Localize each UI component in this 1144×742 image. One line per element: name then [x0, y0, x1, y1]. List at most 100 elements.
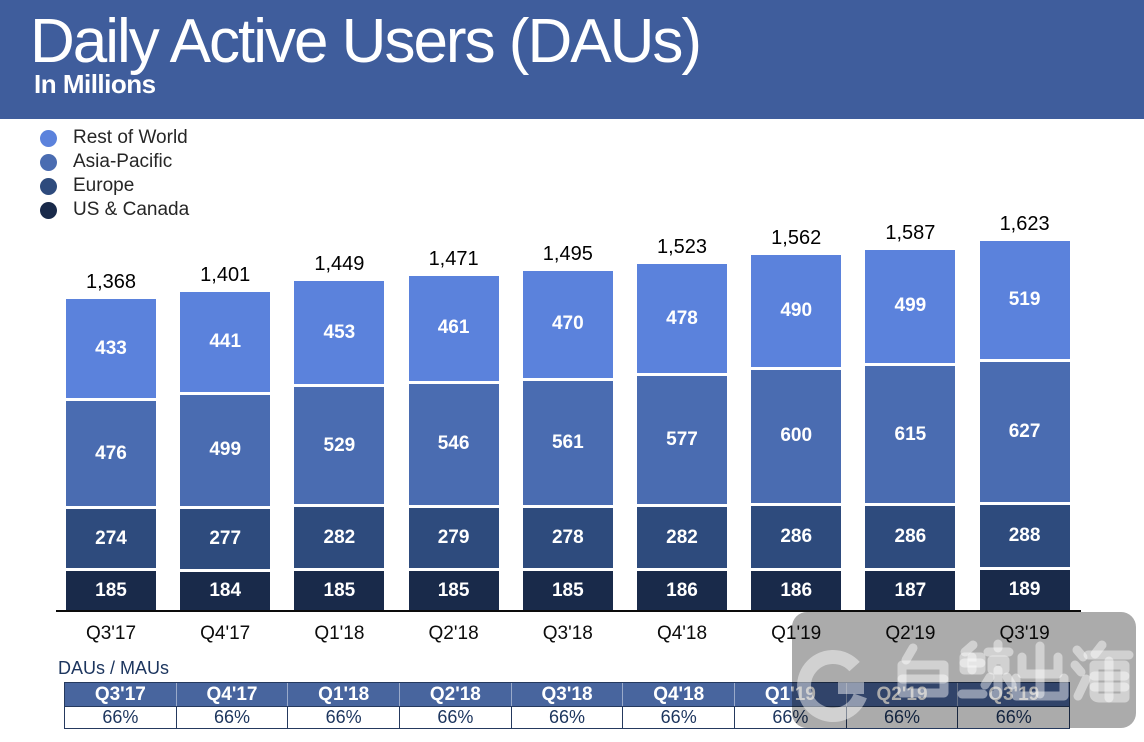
bar-segment-value: 490	[780, 300, 813, 322]
bar-q3-17: 433 476 274 185	[66, 299, 156, 611]
bar-q4-18: 478 577 282 186	[637, 264, 727, 611]
bar-segment: 615	[865, 363, 956, 503]
bar-total-label: 1,471	[428, 248, 479, 271]
bar-segment-value: 286	[894, 525, 927, 547]
x-axis-label: Q3'17	[85, 623, 137, 644]
bar-segment: 600	[751, 366, 842, 504]
bar-segment-value: 185	[551, 579, 584, 601]
bar-segment-value: 461	[437, 317, 470, 339]
bar-segment-value: 184	[209, 580, 242, 602]
bar-segment: 288	[979, 502, 1070, 568]
bar-total-label: 1,623	[999, 213, 1050, 236]
bar-segment: 185	[522, 568, 613, 611]
legend-item-europe: Europe	[40, 174, 189, 198]
ratio-table-value-cell: 66%	[65, 707, 176, 728]
watermark-logo-icon	[797, 639, 1134, 722]
bar-total-label: 1,449	[314, 253, 365, 276]
bar-segment-value: 470	[551, 313, 584, 335]
bar-segment: 282	[637, 504, 727, 569]
bar-segment-value: 615	[894, 423, 927, 445]
bar-segment: 546	[408, 380, 499, 505]
bar-segment-value: 187	[894, 579, 927, 601]
bar-segment-value: 577	[666, 428, 698, 450]
bar-segment: 453	[294, 281, 385, 385]
watermark-background	[792, 612, 1136, 728]
x-axis-line	[56, 609, 1081, 612]
bar-total-label: 1,587	[885, 221, 936, 244]
ratio-table-quarter-cell: Q4'17	[175, 683, 288, 706]
bar-segment-value: 519	[1008, 289, 1041, 311]
bar-segment: 470	[522, 270, 613, 378]
bar-segment-value: 278	[551, 527, 584, 549]
legend-item-label: US & Canada	[73, 199, 190, 220]
page-title: Daily Active Users (DAUs)	[30, 7, 702, 76]
bar-segment: 187	[865, 567, 956, 611]
ratio-table-quarter-cell: Q3'18	[510, 683, 623, 706]
bar-total-label: 1,523	[656, 236, 708, 259]
bar-segment: 476	[66, 397, 156, 507]
bar-segment: 185	[294, 568, 385, 611]
x-axis-label: Q1'18	[314, 623, 365, 644]
bar-segment: 282	[294, 504, 385, 569]
bar-segment: 186	[637, 568, 727, 611]
bar-segment: 461	[408, 276, 499, 381]
x-axis-label: Q4'18	[656, 623, 708, 644]
legend-dot-icon	[40, 153, 57, 171]
legend-item-label: Europe	[73, 175, 135, 196]
bar-segment: 433	[66, 299, 156, 398]
x-axis-label: Q2'18	[428, 623, 479, 644]
bar-segment-value: 561	[551, 431, 584, 453]
bar-segment-value: 189	[1008, 579, 1041, 601]
ratio-table-value-cell: 66%	[287, 707, 400, 728]
x-axis-label: Q3'18	[542, 623, 593, 644]
legend-item-label: Asia-Pacific	[73, 151, 173, 172]
bar-segment: 185	[408, 568, 499, 611]
legend-dot-icon	[40, 177, 57, 195]
bar-segment-value: 453	[323, 321, 356, 343]
bar-segment: 277	[180, 505, 271, 569]
legend-item-asia-pacific: Asia-Pacific	[40, 150, 189, 174]
bar-segment-value: 186	[780, 579, 813, 601]
bar-segment: 441	[180, 291, 271, 393]
bar-q3-19: 519 627 288 189	[979, 241, 1070, 611]
bar-segment-value: 185	[323, 579, 356, 601]
ratio-table-quarter-cell: Q3'17	[94, 683, 146, 705]
bar-segment-value: 286	[780, 526, 813, 548]
bar-segment: 278	[522, 505, 613, 569]
bar-segment-value: 433	[95, 337, 127, 359]
legend-item-rest-of-world: Rest of World	[40, 126, 189, 150]
bar-total-label: 1,368	[85, 271, 137, 294]
bar-segment: 286	[865, 502, 956, 568]
bar-segment-value: 274	[95, 527, 127, 549]
bar-segment: 274	[66, 506, 156, 569]
ratio-table-value-cell: 66%	[510, 707, 623, 728]
bar-segment: 499	[865, 249, 956, 364]
ratio-table-quarter-cell: Q2'18	[399, 683, 511, 706]
bar-segment-value: 476	[95, 442, 127, 464]
bar-total-label: 1,495	[542, 242, 593, 265]
bar-segment-value: 499	[209, 439, 242, 461]
legend-dot-icon	[40, 129, 57, 147]
chart-legend: Rest of World Asia-Pacific Europe US & Cana…	[40, 126, 189, 222]
bar-segment-value: 279	[437, 527, 470, 549]
page-subtitle: In Millions	[34, 69, 156, 99]
bar-segment-value: 277	[209, 527, 242, 549]
bar-segment-value: 288	[1008, 525, 1041, 547]
bar-segment-value: 627	[1008, 421, 1041, 443]
bar-q4-17: 441 499 277 184	[180, 291, 271, 611]
bar-q1-18: 453 529 282 185	[294, 281, 385, 611]
bar-segment-value: 441	[209, 331, 242, 353]
bar-segment: 577	[637, 372, 727, 505]
ratio-table-value-cell: 66%	[399, 707, 511, 728]
ratio-table-label: DAUs / MAUs	[58, 658, 170, 678]
bar-segment-value: 186	[666, 579, 698, 601]
bar-segment: 478	[637, 264, 727, 373]
bar-segment: 189	[979, 567, 1070, 611]
bar-segment: 627	[979, 359, 1070, 503]
legend-item-label: Rest of World	[73, 127, 188, 148]
bar-segment-value: 478	[666, 307, 698, 329]
bar-segment: 561	[522, 377, 613, 506]
bar-segment: 490	[751, 255, 842, 367]
bar-q2-18: 461 546 279 185	[408, 276, 499, 611]
